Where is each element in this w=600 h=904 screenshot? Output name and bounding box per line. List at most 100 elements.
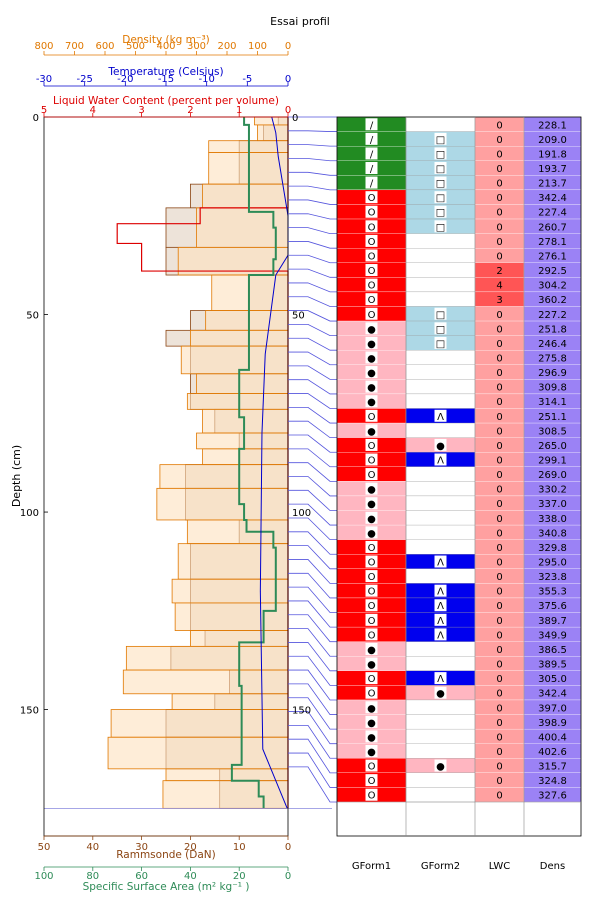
dens-value-3: 193.7 bbox=[538, 164, 567, 175]
dens-value-37: 389.5 bbox=[538, 660, 567, 671]
lwc-value-33: 0 bbox=[496, 601, 502, 612]
gform1-symbol-box-3 bbox=[365, 162, 378, 175]
lwc-value-24: 0 bbox=[496, 470, 502, 481]
lwc-value-35: 0 bbox=[496, 630, 502, 641]
dens-value-30: 295.0 bbox=[538, 558, 567, 569]
lwc-value-30: 0 bbox=[496, 558, 502, 569]
dens-value-32: 355.3 bbox=[538, 587, 567, 598]
gform1-symbol-32: O bbox=[368, 587, 376, 598]
depth-tick-label-3: 150 bbox=[20, 706, 39, 717]
lwc-value-46: 0 bbox=[496, 791, 502, 802]
lwc-value-12: 3 bbox=[496, 295, 502, 306]
connector-6 bbox=[288, 199, 337, 205]
gform2-cell-12 bbox=[405, 291, 476, 307]
gform2-cell-0 bbox=[405, 116, 476, 132]
gform2-symbol-box-35 bbox=[434, 628, 447, 641]
gform1-symbol-box-38 bbox=[365, 672, 378, 685]
gform1-symbol-28: ● bbox=[367, 528, 376, 539]
gform1-symbol-38: O bbox=[368, 674, 376, 685]
gform1-symbol-24: O bbox=[368, 470, 376, 481]
temperature-line bbox=[259, 116, 289, 809]
gform1-symbol-box-16 bbox=[365, 351, 378, 364]
density-tick-label-6: 200 bbox=[217, 41, 236, 52]
density-bar-11 bbox=[196, 373, 289, 394]
gform1-symbol-20: O bbox=[368, 412, 376, 423]
gform1-symbol-box-6 bbox=[365, 205, 378, 218]
gform2-symbol-3: □ bbox=[436, 164, 445, 175]
gform1-symbol-box-25 bbox=[365, 482, 378, 495]
dens-value-7: 260.7 bbox=[538, 222, 567, 233]
ssa-line bbox=[230, 117, 277, 809]
gform1-symbol-box-8 bbox=[365, 234, 378, 247]
lwc-value-19: 0 bbox=[496, 397, 502, 408]
gform2-symbol-2: □ bbox=[436, 149, 445, 160]
density-bar-27 bbox=[107, 736, 289, 770]
gform1-symbol-11: O bbox=[368, 281, 376, 292]
connector-16 bbox=[288, 337, 337, 351]
connector-20 bbox=[288, 393, 337, 409]
lwc-line bbox=[116, 117, 289, 809]
lwc-value-32: 0 bbox=[496, 587, 502, 598]
connector-29 bbox=[288, 517, 337, 541]
connector-7 bbox=[288, 213, 337, 220]
lwc-value-21: 0 bbox=[496, 426, 502, 437]
gform1-symbol-box-17 bbox=[365, 366, 378, 379]
gform2-cell-40 bbox=[405, 699, 476, 715]
gform2-symbol-box-33 bbox=[434, 599, 447, 612]
rammsonde-tick-label-2: 30 bbox=[135, 842, 148, 853]
gform1-symbol-33: O bbox=[368, 601, 376, 612]
lwc-value-45: 0 bbox=[496, 776, 502, 787]
connector-35 bbox=[288, 600, 337, 628]
gform2-symbol-4: □ bbox=[436, 179, 445, 190]
lwc-value-44: 0 bbox=[496, 762, 502, 773]
gform2-symbol-35: Λ bbox=[437, 630, 444, 641]
density-tick-label-0: 800 bbox=[34, 41, 53, 52]
gform2-symbol-20: Λ bbox=[437, 412, 444, 423]
gform1-symbol-44: O bbox=[368, 762, 376, 773]
profile-fills bbox=[107, 116, 289, 809]
dens-value-46: 327.6 bbox=[538, 791, 567, 802]
gform1-symbol-box-23 bbox=[365, 453, 378, 466]
connector-27 bbox=[288, 489, 337, 511]
dens-value-22: 265.0 bbox=[538, 441, 567, 452]
gform1-symbol-12: O bbox=[368, 295, 376, 306]
gform2-symbol-23: Λ bbox=[437, 456, 444, 467]
gform2-symbol-7: □ bbox=[436, 222, 445, 233]
connector-41 bbox=[288, 683, 337, 715]
connector-37 bbox=[288, 628, 337, 657]
rammsonde-tick-label-5: 0 bbox=[285, 842, 291, 853]
gform2-cell-28 bbox=[405, 524, 476, 540]
ssa-tick-label-1: 80 bbox=[86, 871, 99, 882]
gform2-symbol-box-7 bbox=[434, 220, 447, 233]
lwc-value-22: 0 bbox=[496, 441, 502, 452]
lwc-value-29: 0 bbox=[496, 543, 502, 554]
connector-14 bbox=[288, 310, 337, 322]
rammsonde-tick-label-1: 40 bbox=[86, 842, 99, 853]
dens-value-10: 292.5 bbox=[538, 266, 567, 277]
gform2-symbol-22: ● bbox=[436, 441, 445, 452]
gform2-symbol-14: □ bbox=[436, 324, 445, 335]
figure-title: Essai profil bbox=[270, 15, 330, 28]
gform1-symbol-box-42 bbox=[365, 730, 378, 743]
gform1-symbol-17: ● bbox=[367, 368, 376, 379]
density-bar-23 bbox=[125, 645, 289, 671]
dens-value-42: 400.4 bbox=[538, 732, 567, 743]
table-header-gform1: GForm1 bbox=[352, 861, 391, 872]
lwc-value-0: 0 bbox=[496, 120, 502, 131]
gform2-cell-25 bbox=[405, 481, 476, 497]
connector-11 bbox=[288, 268, 337, 278]
gform1-symbol-box-35 bbox=[365, 628, 378, 641]
table-frame bbox=[336, 116, 582, 837]
connector-3 bbox=[288, 158, 337, 162]
lwc-value-31: 0 bbox=[496, 572, 502, 583]
dens-value-5: 342.4 bbox=[538, 193, 567, 204]
lwc-value-27: 0 bbox=[496, 514, 502, 525]
ssa-axis-label: Specific Surface Area (m² kg⁻¹ ) bbox=[83, 881, 250, 893]
gform2-cell-10 bbox=[405, 262, 476, 278]
density-bar-26 bbox=[110, 709, 289, 738]
temperature-tick-label-4: -10 bbox=[198, 74, 214, 85]
gform1-symbol-29: O bbox=[368, 543, 376, 554]
dens-value-4: 213.7 bbox=[538, 179, 567, 190]
